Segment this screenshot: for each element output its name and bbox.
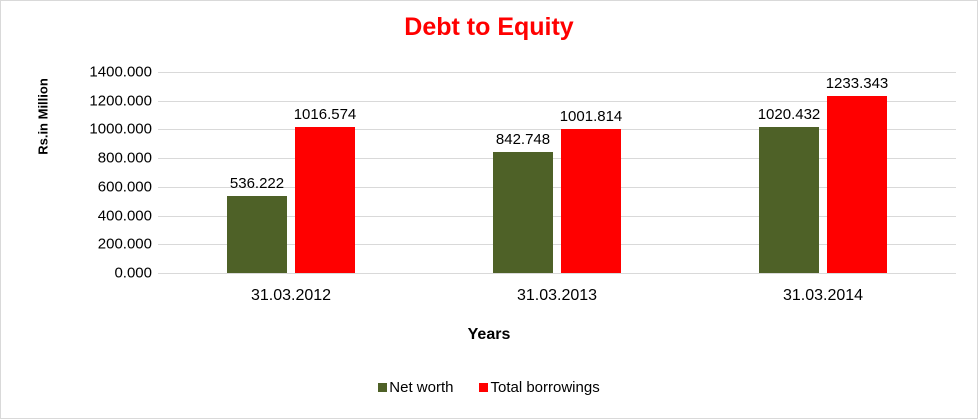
chart-legend: Net worth Total borrowings — [1, 379, 977, 396]
bar-value-label: 1016.574 — [293, 106, 357, 124]
bar-value-label: 1001.814 — [559, 108, 623, 126]
legend-label: Total borrowings — [490, 379, 600, 396]
legend-item[interactable]: Total borrowings — [479, 379, 600, 396]
bar-group: 842.748 1001.814 — [493, 72, 623, 273]
y-axis-tick-label: 200.000 — [97, 235, 152, 253]
gridline — [158, 100, 956, 102]
chart-title: Debt to Equity — [404, 13, 574, 41]
bar-group: 1020.432 1233.343 — [757, 72, 889, 273]
gridline — [158, 72, 956, 73]
x-axis-tick-label: 31.03.2013 — [516, 287, 598, 304]
gridline — [158, 215, 956, 217]
gridline — [158, 158, 956, 160]
x-axis-tick-label: 31.03.2012 — [250, 287, 332, 304]
bar-group: 536.222 1016.574 — [227, 72, 357, 273]
bar-total-borrowings[interactable] — [827, 95, 887, 273]
gridline — [158, 129, 956, 131]
gridline — [158, 244, 956, 246]
y-axis-tick-label: 1000.000 — [89, 120, 152, 138]
legend-swatch-icon — [479, 383, 489, 392]
y-axis-tick-label: 400.000 — [97, 207, 152, 225]
bar-total-borrowings[interactable] — [561, 129, 621, 273]
y-axis-tick-labels: 0.000 200.000 400.000 600.000 800.000 1000.00… — [56, 64, 152, 282]
bar-net-worth[interactable] — [493, 152, 553, 273]
y-axis-tick-label: 600.000 — [97, 178, 152, 196]
x-axis-title: Years — [467, 326, 511, 343]
legend-label: Net worth — [389, 379, 454, 396]
y-axis-tick-label: 0.000 — [114, 264, 152, 282]
y-axis-tick-label: 1200.000 — [89, 92, 152, 110]
x-axis-tick-labels: 31.03.2012 31.03.2013 31.03.2014 — [158, 287, 956, 309]
bar-value-label: 536.222 — [229, 175, 285, 193]
x-axis-tick-label: 31.03.2014 — [782, 287, 864, 304]
plot-area: 536.222 1016.574 842.748 1001.814 1020.432 12… — [158, 72, 956, 274]
bar-total-borrowings[interactable] — [295, 127, 355, 273]
legend-swatch-icon — [378, 383, 388, 392]
bar-value-label: 1020.432 — [757, 105, 821, 123]
gridline — [158, 273, 956, 274]
y-axis-tick-label: 800.000 — [97, 149, 152, 167]
legend-item[interactable]: Net worth — [378, 379, 453, 396]
bar-value-label: 1233.343 — [825, 74, 889, 92]
bar-net-worth[interactable] — [759, 126, 819, 273]
bar-value-label: 842.748 — [495, 131, 551, 149]
bar-net-worth[interactable] — [227, 196, 287, 273]
gridline — [158, 186, 956, 188]
y-axis-tick-label: 1400.000 — [89, 63, 152, 81]
y-axis-title: Rs.in Million — [35, 78, 51, 155]
